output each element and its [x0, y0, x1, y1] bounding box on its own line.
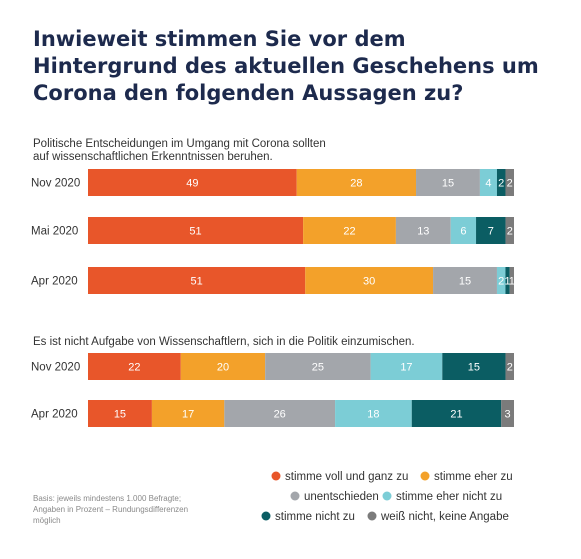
data-label: 17: [400, 362, 412, 374]
chart-title: Inwieweit stimmen Sie vor dem Hintergrun…: [33, 27, 539, 105]
legend-label: weiß nicht, keine Angabe: [380, 511, 509, 523]
data-label: 6: [460, 226, 466, 238]
data-label: 51: [189, 226, 201, 238]
data-label: 20: [217, 362, 229, 374]
bar-segment: [370, 353, 443, 380]
data-label: 25: [312, 362, 324, 374]
data-label: 15: [468, 362, 480, 374]
data-label: 17: [182, 409, 194, 421]
footnote-text: möglich: [33, 516, 61, 525]
data-label: 21: [450, 409, 462, 421]
data-label: 15: [459, 276, 471, 288]
row-label: Nov 2020: [31, 362, 80, 374]
legend-label: stimme eher nicht zu: [396, 491, 502, 503]
data-label: 1: [505, 276, 511, 288]
footnote-text: Angaben in Prozent – Rundungsdifferenzen: [33, 505, 188, 514]
row-label: Mai 2020: [31, 226, 78, 238]
data-label: 2: [498, 276, 504, 288]
legend-marker: [261, 511, 271, 521]
row-label: Apr 2020: [31, 276, 78, 288]
data-label: 1: [509, 276, 515, 288]
data-label: 2: [507, 226, 513, 238]
legend-label: stimme voll und ganz zu: [285, 471, 408, 483]
legend-marker: [271, 471, 281, 481]
bar-segment: [416, 169, 480, 196]
data-label: 51: [191, 276, 203, 288]
legend-marker: [382, 491, 392, 501]
bar-segment: [88, 400, 152, 427]
bar-segment: [88, 353, 181, 380]
question-text: Es ist nicht Aufgabe von Wissenschaftler…: [33, 336, 415, 348]
data-label: 15: [114, 409, 126, 421]
bar-segment: [509, 267, 514, 294]
data-label: 2: [507, 178, 513, 190]
bar-segment: [505, 217, 514, 244]
bar-segment: [151, 400, 225, 427]
data-label: 28: [350, 178, 362, 190]
bar-segment: [88, 217, 304, 244]
data-label: 30: [363, 276, 375, 288]
row-label: Apr 2020: [31, 409, 78, 421]
bar-segment: [395, 217, 451, 244]
bar-segment: [505, 353, 514, 380]
data-label: 4: [485, 178, 491, 190]
question-text: auf wissenschaftlichen Erkenntnissen ber…: [33, 151, 273, 163]
data-label: 49: [186, 178, 198, 190]
bar-segment: [296, 169, 417, 196]
legend-marker: [420, 471, 430, 481]
legend-marker: [367, 511, 377, 521]
bar-segment: [476, 217, 506, 244]
bar-segment: [505, 267, 510, 294]
bar-segment: [88, 267, 306, 294]
question-text: Politische Entscheidungen im Umgang mit …: [33, 138, 326, 150]
data-label: 18: [367, 409, 379, 421]
data-label: 2: [498, 178, 504, 190]
data-label: 26: [274, 409, 286, 421]
bar-segment: [450, 217, 477, 244]
bar-segment: [88, 169, 297, 196]
footnote-text: Basis: jeweils mindestens 1.000 Befragte…: [33, 494, 181, 503]
bar-segment: [303, 217, 396, 244]
data-label: 13: [417, 226, 429, 238]
legend-marker: [290, 491, 300, 501]
bar-segment: [496, 169, 506, 196]
bar-segment: [433, 267, 497, 294]
data-label: 2: [507, 362, 513, 374]
bar-segment: [224, 400, 336, 427]
bar-segment: [180, 353, 266, 380]
row-label: Nov 2020: [31, 178, 80, 190]
bar-segment: [265, 353, 371, 380]
data-label: 3: [505, 409, 511, 421]
data-label: 22: [128, 362, 140, 374]
data-label: 22: [343, 226, 355, 238]
legend-label: stimme nicht zu: [275, 511, 355, 523]
data-label: 15: [442, 178, 454, 190]
bar-segment: [335, 400, 412, 427]
bar-segment: [479, 169, 497, 196]
legend-label: unentschieden: [304, 491, 379, 503]
bar-segment: [505, 169, 514, 196]
bar-segment: [305, 267, 434, 294]
legend-label: stimme eher zu: [434, 471, 513, 483]
data-label: 7: [488, 226, 494, 238]
bar-segment: [411, 400, 502, 427]
bar-segment: [442, 353, 506, 380]
bar-segment: [496, 267, 506, 294]
bar-segment: [501, 400, 514, 427]
